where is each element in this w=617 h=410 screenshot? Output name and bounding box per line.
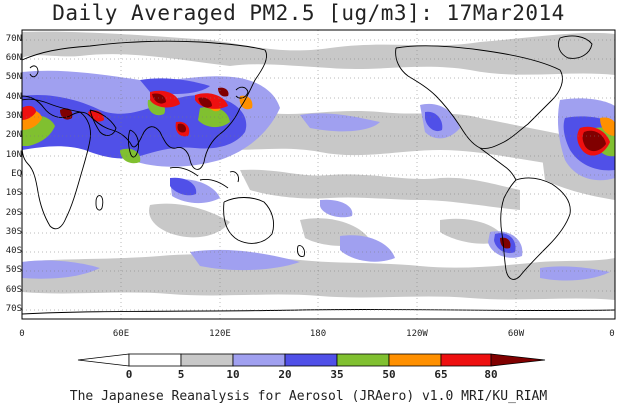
colorbar-low-arrow bbox=[77, 353, 130, 367]
lat-label: 30N bbox=[5, 111, 22, 121]
colorbar-label: 5 bbox=[177, 368, 185, 381]
colorbar-bin-6 bbox=[440, 353, 492, 367]
colorbar-bin-3 bbox=[284, 353, 338, 367]
lon-label: 180 bbox=[309, 329, 327, 339]
lat-label: 20N bbox=[5, 130, 22, 140]
map-title: Daily Averaged PM2.5 [ug/m3]: 17Mar2014 bbox=[52, 1, 565, 25]
colorbar-label: 35 bbox=[330, 368, 344, 381]
lat-label: 40N bbox=[5, 92, 22, 102]
colorbar-bin-1 bbox=[180, 353, 234, 367]
lat-label: 70S bbox=[5, 304, 22, 314]
colorbar-label: 65 bbox=[434, 368, 448, 381]
lon-label: 120E bbox=[209, 329, 231, 339]
colorbar bbox=[77, 353, 546, 367]
lat-label: 20S bbox=[5, 208, 22, 218]
colorbar-bin-2 bbox=[232, 353, 286, 367]
lat-label: 50N bbox=[5, 72, 22, 82]
colorbar-label: 10 bbox=[226, 368, 240, 381]
lon-label: 60W bbox=[507, 329, 525, 339]
lon-label: 0 bbox=[609, 329, 615, 339]
lat-label: 60S bbox=[5, 285, 22, 295]
colorbar-bin-0 bbox=[128, 353, 182, 367]
lat-label: 10S bbox=[5, 188, 22, 198]
colorbar-label: 80 bbox=[484, 368, 498, 381]
map-frame bbox=[21, 29, 616, 320]
lat-label: 60N bbox=[5, 53, 22, 63]
colorbar-bin-4 bbox=[336, 353, 390, 367]
colorbar-label: 50 bbox=[382, 368, 396, 381]
lat-label: 30S bbox=[5, 227, 22, 237]
colorbar-high-arrow bbox=[490, 353, 546, 367]
lat-label: 10N bbox=[5, 150, 22, 160]
lat-label: 50S bbox=[5, 265, 22, 275]
colorbar-bin-5 bbox=[388, 353, 442, 367]
coastlines bbox=[22, 35, 615, 315]
lon-label: 0 bbox=[19, 329, 25, 339]
colorbar-label: 20 bbox=[278, 368, 292, 381]
lat-label: 70N bbox=[5, 34, 22, 44]
pm25-field bbox=[22, 31, 615, 315]
lat-label: EQ bbox=[11, 169, 22, 179]
graticule bbox=[22, 30, 615, 319]
lat-label: 40S bbox=[5, 246, 22, 256]
colorbar-label: 0 bbox=[125, 368, 133, 381]
lon-label: 60E bbox=[112, 329, 130, 339]
lon-label: 120W bbox=[406, 329, 428, 339]
footer-credit: The Japanese Reanalysis for Aerosol (JRA… bbox=[69, 389, 548, 404]
